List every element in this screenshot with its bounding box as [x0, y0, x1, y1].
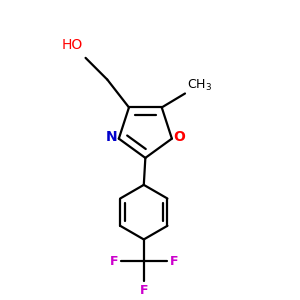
Text: HO: HO	[61, 38, 82, 52]
Text: CH$_3$: CH$_3$	[187, 77, 212, 93]
Text: O: O	[173, 130, 184, 144]
Text: F: F	[169, 255, 178, 268]
Text: N: N	[106, 130, 118, 144]
Text: F: F	[140, 284, 148, 297]
Text: F: F	[110, 255, 118, 268]
